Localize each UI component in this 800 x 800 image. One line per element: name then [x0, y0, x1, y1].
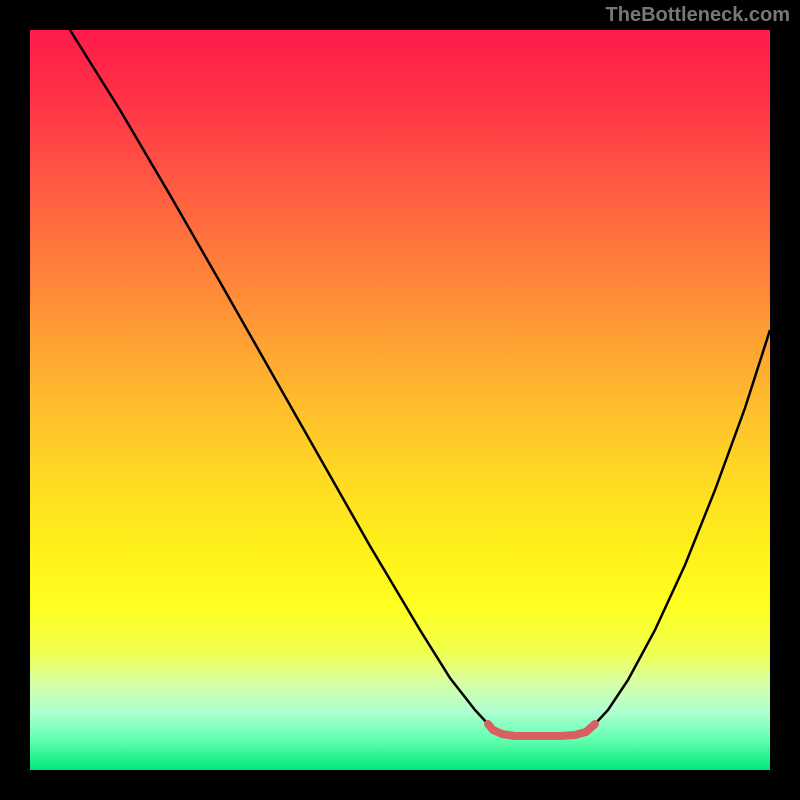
chart-container — [30, 30, 770, 770]
bottleneck-curve-right — [595, 330, 770, 724]
chart-curves — [30, 30, 770, 770]
bottleneck-curve-left — [70, 30, 488, 724]
optimal-zone-marker — [488, 724, 595, 736]
watermark-text: TheBottleneck.com — [606, 4, 790, 27]
